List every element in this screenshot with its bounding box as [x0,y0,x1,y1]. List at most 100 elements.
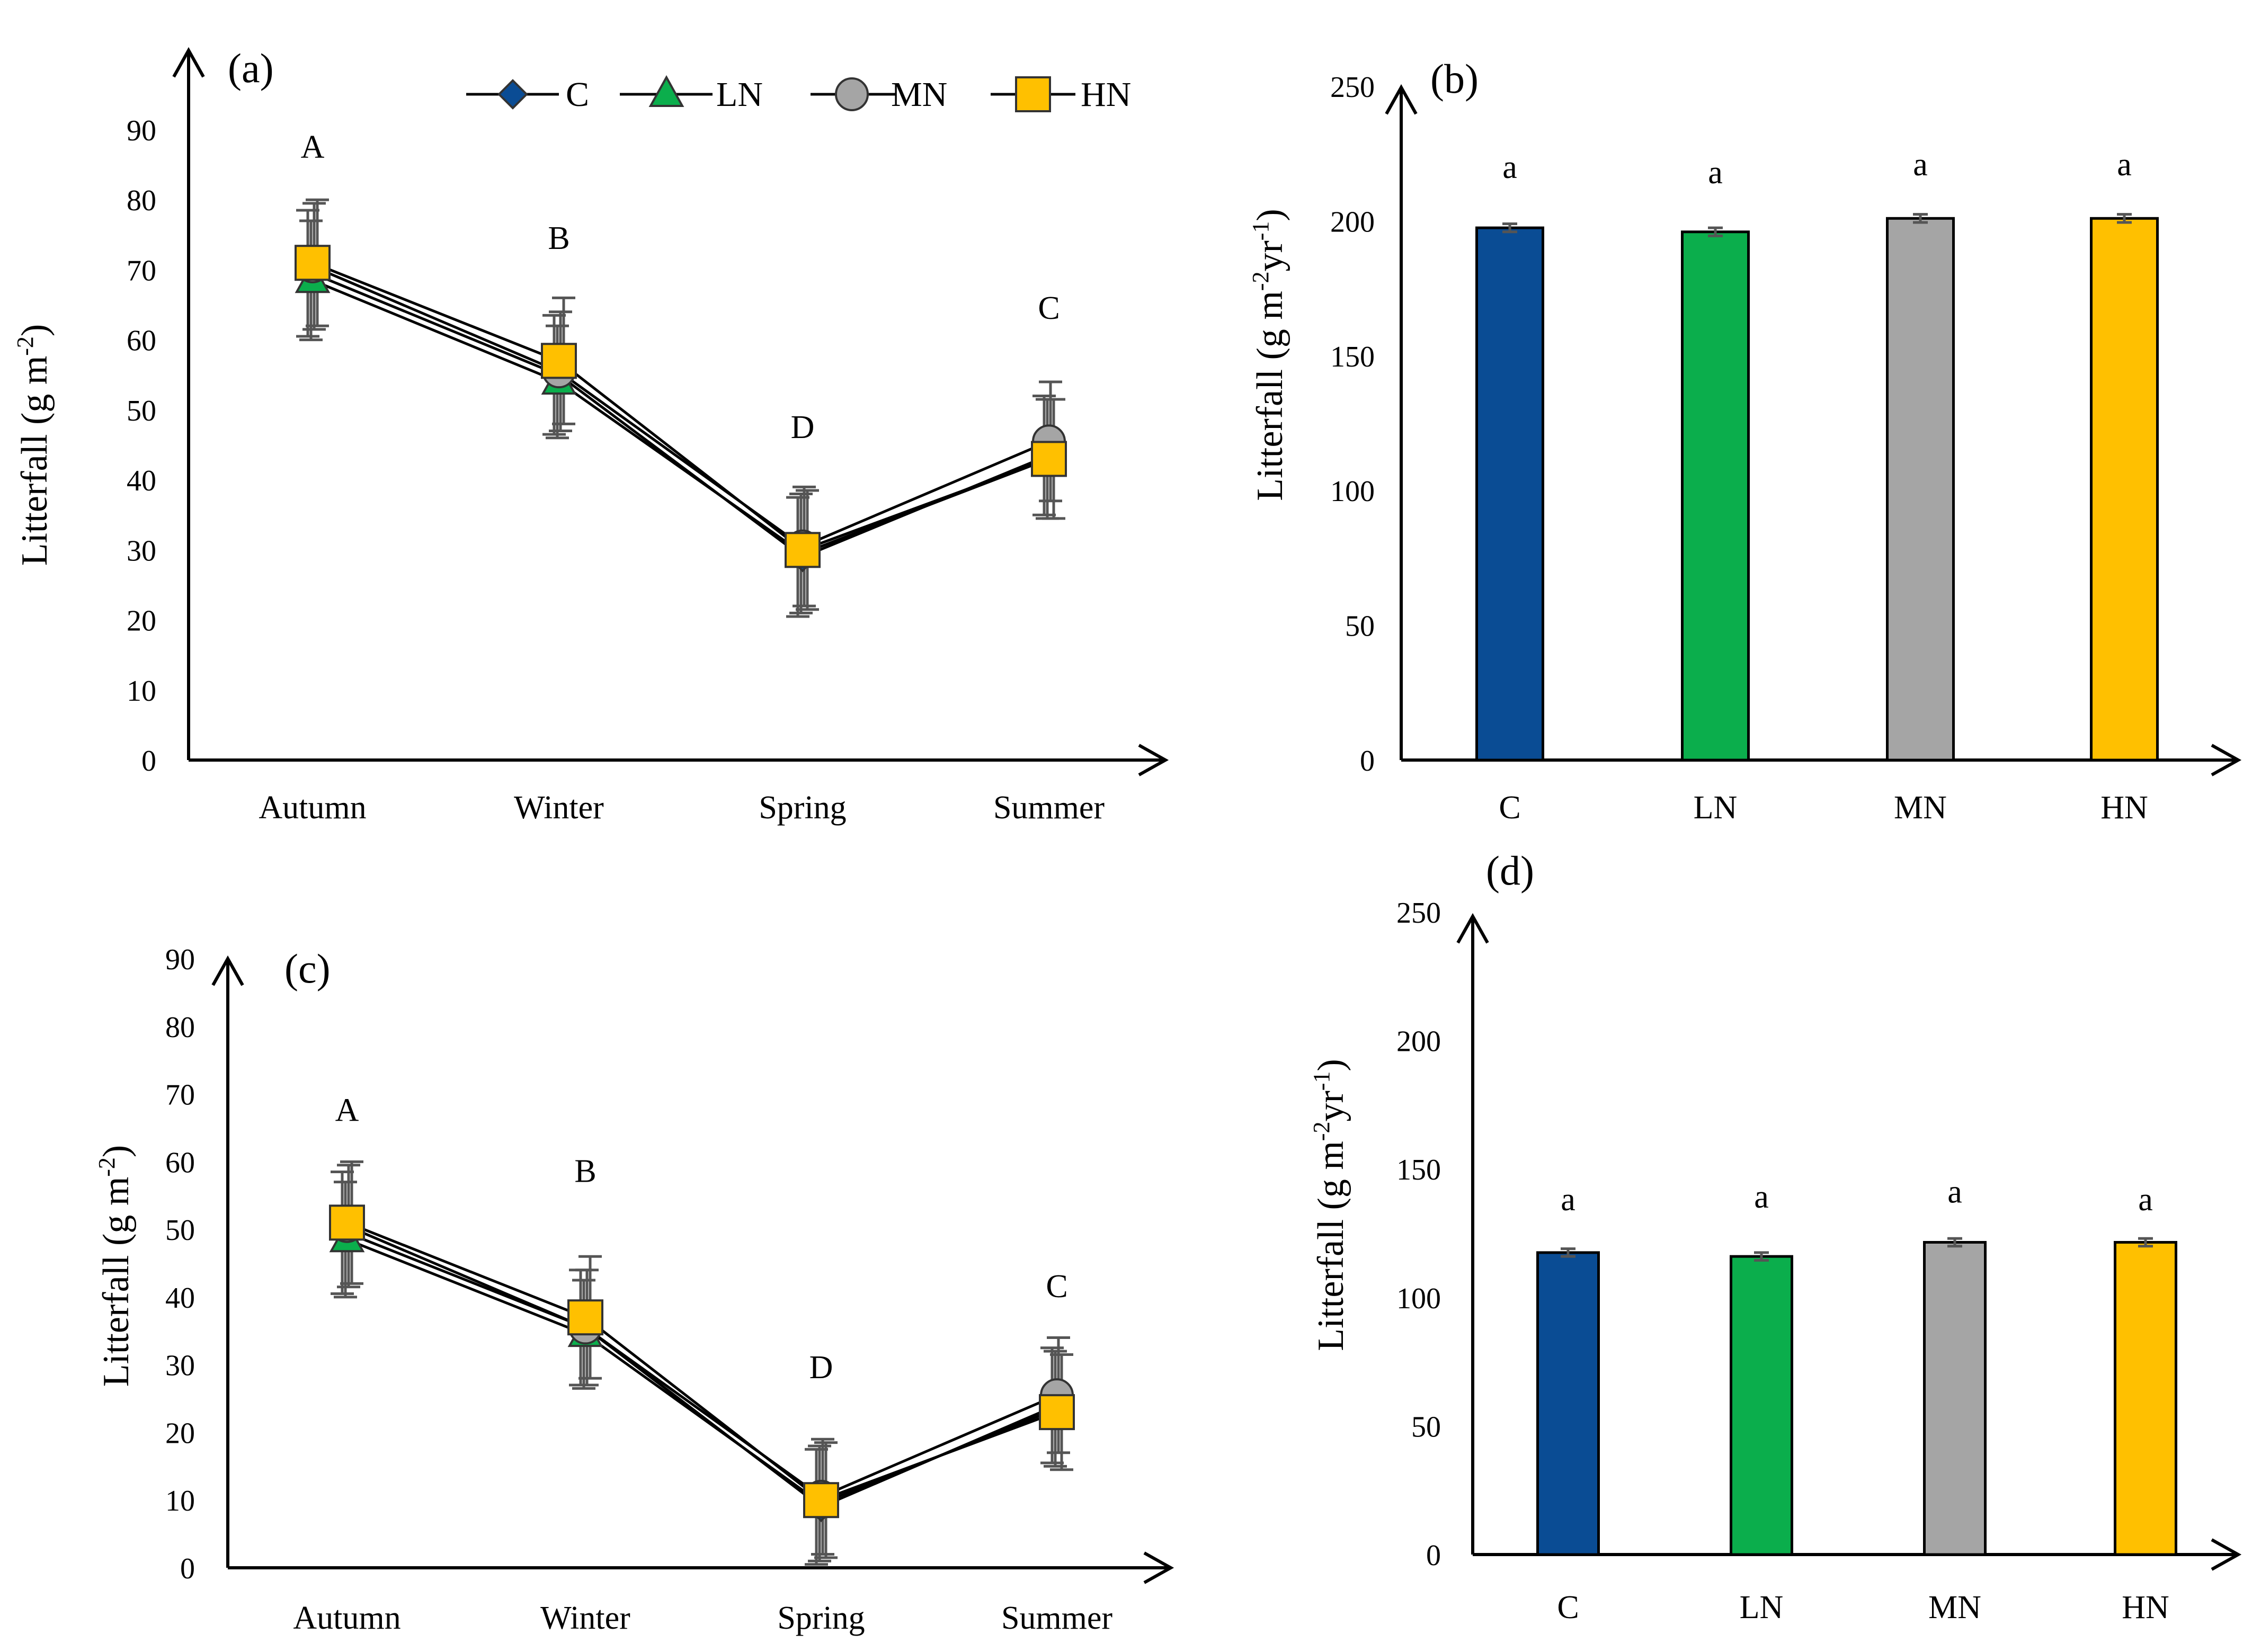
x-category-label: LN [1694,790,1738,826]
x-category-label: Summer [993,790,1105,826]
y-axis-arrow [172,47,205,78]
y-axis-label-text: yr [1250,240,1290,271]
y-axis-arrow [1456,913,1489,944]
series-line-HN [346,1221,1057,1502]
y-axis-label-text: ) [1311,1059,1351,1071]
significance-letter: C [1038,290,1060,326]
y-tick-label: 70 [127,254,156,287]
series-line-C [346,1231,1057,1508]
data-point-HN [803,1482,839,1519]
significance-letter: a [1754,1179,1769,1215]
x-category-label: Winter [540,1600,630,1636]
y-tick-label: 0 [1426,1539,1441,1572]
y-tick-label: 50 [127,395,156,427]
legend-marker-LN [648,75,684,107]
bar-C [1536,1251,1600,1556]
legend-marker-C [497,79,528,110]
y-tick-label: 150 [1330,341,1375,373]
y-tick-label: 50 [165,1214,195,1247]
y-axis-label-sup: -2 [1248,272,1274,291]
legend-label: LN [716,75,763,114]
y-tick-label: 60 [127,325,156,358]
x-category-label: LN [1740,1590,1784,1626]
y-tick-label: 100 [1396,1282,1441,1315]
y-axis-label-text: Litterfall (g m [96,1177,137,1387]
x-category-label: HN [2122,1590,2169,1626]
significance-letter: a [1947,1174,1962,1210]
legend: C LN MN HN [466,75,1131,114]
series-line-HN [312,261,1049,552]
significance-letter: a [1913,147,1928,183]
bar-LN [1730,1255,1793,1556]
y-tick-label: 40 [127,465,156,497]
significance-letter: A [301,129,325,165]
y-axis-label-text: Litterfall (g m [14,356,55,566]
bar-C [1475,226,1544,762]
y-axis-label-text: ) [96,1145,137,1157]
x-category-label: MN [1928,1590,1981,1626]
series-line-MN [346,1225,1057,1498]
y-axis-label-text: Litterfall (g m [1311,1141,1351,1351]
y-tick-label: 70 [165,1079,195,1112]
y-tick-label: 250 [1396,897,1441,930]
data-point-HN [329,1204,365,1241]
bar-MN [1923,1240,1987,1556]
x-axis-arrow [1138,744,1169,776]
bar-HN [2114,1240,2177,1556]
y-tick-label: 90 [165,943,195,976]
y-axis-label: Litterfall (g m-2) [94,1145,137,1387]
x-axis-arrow [2211,1538,2242,1571]
x-axis-arrow [2211,744,2242,776]
y-tick-label: 50 [1411,1410,1441,1443]
y-tick-label: 20 [165,1417,195,1450]
y-tick-label: 0 [180,1552,195,1585]
y-axis-label-sup: -2 [94,1157,120,1177]
significance-letter: A [335,1093,359,1129]
y-axis-label: Litterfall (g m-2yr-1) [1248,209,1290,501]
data-point-HN [1031,441,1067,477]
y-tick-label: 200 [1330,206,1375,238]
y-axis-label-sup: -1 [1248,221,1274,241]
y-axis-arrow [1385,84,1418,115]
data-point-HN [567,1299,603,1336]
panel-d-bar-chart: 0 50 100 150 200 250 C LN MN HN (d) Litterfall (g m… [1308,847,2242,1626]
x-category-label: Spring [777,1600,865,1636]
x-category-label: C [1499,790,1520,826]
y-tick-label: 200 [1396,1025,1441,1058]
y-tick-label: 10 [165,1485,195,1517]
bar-HN [2090,217,2159,762]
series-line-MN [312,265,1049,548]
significance-letter: a [1708,155,1723,191]
series-line-C [312,272,1049,559]
y-tick-label: 80 [165,1011,195,1044]
data-point-HN [1039,1394,1075,1431]
data-point-HN [541,343,577,379]
legend-label: HN [1081,75,1131,114]
legend-item-C: C [466,75,589,114]
x-category-label: Spring [759,790,846,826]
x-category-label: HN [2100,790,2148,826]
significance-letter: a [2138,1182,2153,1218]
y-axis-label-sup: -1 [1308,1071,1334,1091]
significance-letter: B [574,1154,596,1190]
x-category-label: Autumn [259,790,366,826]
legend-item-HN: HN [991,75,1131,114]
y-tick-label: 0 [141,745,156,778]
legend-label: MN [891,75,947,114]
legend-item-LN: LN [620,75,763,114]
significance-letter: a [2117,147,2132,183]
y-axis-label-sup: -2 [1308,1122,1334,1141]
legend-marker-HN [1015,76,1051,112]
x-category-label: Winter [514,790,604,826]
x-axis-arrow [1143,1551,1174,1584]
panel-c-line-chart: 0 10 20 30 40 50 60 70 80 90 Autumn Winter Spring Sum… [94,943,1174,1636]
x-category-label: C [1557,1590,1579,1626]
y-axis-label: Litterfall (g m-2) [12,324,55,566]
significance-letter: a [1502,149,1517,185]
panel-label: (d) [1486,847,1534,894]
y-tick-label: 80 [127,184,156,217]
y-tick-label: 90 [127,114,156,147]
y-tick-label: 0 [1360,745,1375,778]
y-tick-label: 20 [127,605,156,638]
